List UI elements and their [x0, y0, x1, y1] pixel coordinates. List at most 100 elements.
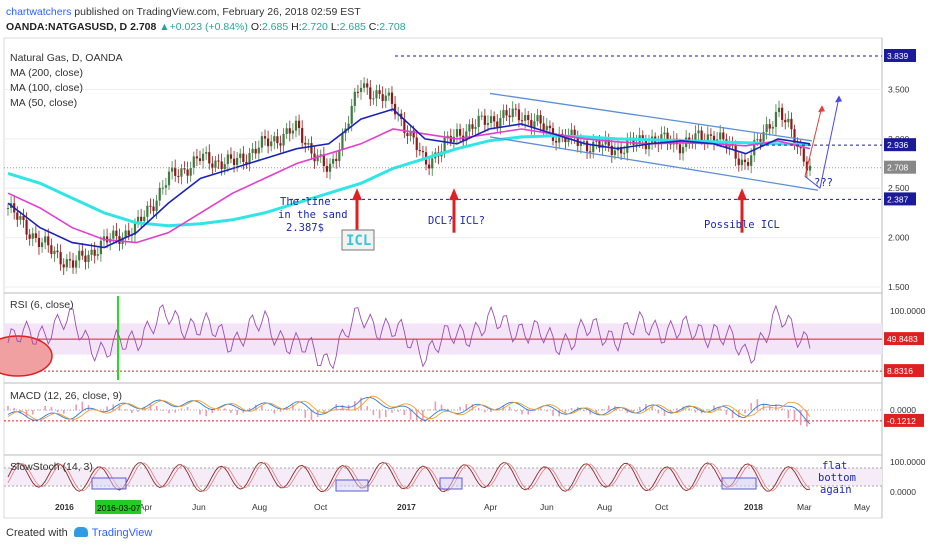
price-label: 2.708 [887, 163, 909, 173]
macd-histogram-bar [124, 409, 127, 411]
candle-body [573, 129, 576, 138]
candle-body [136, 216, 140, 223]
x-tick-label: Apr [139, 502, 152, 512]
rsi-level-box [884, 332, 924, 346]
macd-histogram-bar [762, 403, 765, 411]
y-tick-label: 1.500 [888, 282, 910, 292]
macd-histogram-bar [211, 410, 214, 414]
created-with-text: Created with [6, 527, 68, 539]
candle-body [412, 130, 415, 138]
candle-body [332, 158, 335, 164]
macd-histogram-bar [366, 406, 368, 411]
price-change: +0.023 (+0.84%) [169, 21, 248, 33]
macd-histogram-bar [471, 404, 474, 411]
candle-body [90, 249, 93, 255]
candle-body [740, 159, 743, 166]
candle-body [276, 136, 279, 144]
candle-body [50, 245, 53, 255]
macd-histogram-bar [564, 410, 567, 413]
macd-tick-label: 0.0000 [890, 405, 916, 415]
candle-body [743, 159, 747, 163]
macd-histogram-bar [323, 410, 325, 413]
candle-body [363, 83, 366, 88]
candle-body [251, 148, 254, 154]
stoch-d-line [7, 462, 811, 492]
candle-body [443, 137, 446, 152]
author-link[interactable]: chartwatchers [6, 6, 72, 18]
candle-body [623, 152, 626, 154]
tradingview-brand[interactable]: TradingView [91, 527, 153, 539]
price-label-box [884, 192, 916, 206]
candle-body [449, 135, 452, 142]
macd-histogram-bar [329, 409, 331, 411]
candle-body [805, 161, 809, 171]
candle-body [366, 83, 369, 88]
candle-body [112, 230, 115, 239]
price-label-box [884, 49, 916, 62]
candle-body [19, 216, 22, 220]
candle-body [285, 128, 288, 135]
candle-body [409, 130, 412, 137]
candle-body [406, 133, 409, 137]
macd-histogram-bar [725, 410, 728, 415]
macd-histogram-bar [459, 406, 461, 411]
candle-body [632, 137, 635, 145]
candle-body [291, 130, 294, 134]
candle-body [765, 124, 768, 133]
macd-histogram-bar [149, 404, 152, 411]
annotation-bottom: bottom [818, 472, 856, 484]
candle-body [378, 90, 381, 95]
macd-histogram-bar [19, 410, 22, 414]
candle-body [508, 115, 511, 118]
candle-body [78, 250, 81, 261]
candle-body [16, 212, 19, 220]
macd-histogram-bar [230, 410, 232, 413]
candle-body [595, 140, 598, 142]
macd-histogram-bar [236, 410, 238, 415]
candle-body [712, 135, 716, 143]
macd-histogram-bar [50, 407, 53, 411]
candle-body [273, 136, 276, 142]
channel-upper-line [489, 92, 813, 142]
macd-histogram-bar [292, 404, 294, 411]
macd-histogram-bar [688, 408, 691, 411]
candle-body [545, 125, 548, 131]
macd-histogram-bar [112, 404, 115, 411]
macd-histogram-bar [657, 410, 660, 414]
macd-histogram-bar [651, 406, 653, 411]
candle-body [369, 87, 372, 100]
candle-body [539, 115, 542, 124]
macd-histogram-bar [477, 408, 480, 411]
candle-body [387, 92, 390, 96]
macd-histogram-bar [768, 406, 771, 411]
candle-body [56, 250, 59, 253]
macd-legend: MACD (12, 26, close, 9) [10, 390, 123, 402]
rsi-tick-label: 100.0000 [890, 306, 926, 316]
macd-histogram-bar [490, 410, 492, 412]
candle-body [220, 161, 223, 169]
price-label: 2.936 [887, 140, 909, 150]
candle-body [607, 137, 610, 146]
x-tick-label: 2018 [744, 502, 763, 512]
candle-body [542, 123, 545, 131]
candle-body [570, 129, 573, 137]
rsi-legend: RSI (6, close) [10, 299, 74, 311]
candle-body [477, 115, 480, 128]
macd-histogram-bar [155, 405, 158, 411]
macd-histogram-bar [267, 410, 269, 411]
legend-ma100: MA (100, close) [10, 82, 83, 94]
macd-histogram-bar [428, 409, 430, 411]
macd-histogram-bar [719, 408, 722, 411]
low-value: 2.685 [339, 21, 366, 33]
symbol-line: OANDA:NATGASUSD, D 2.708 ▲+0.023 (+0.84%… [6, 21, 406, 33]
candle-body [666, 132, 669, 143]
candle-body [263, 136, 267, 139]
annotation-dcl-icl: DCL? ICL? [428, 215, 485, 227]
published-text: published on TradingView.com, February 2… [74, 6, 361, 18]
dcl-arrow-head [449, 188, 459, 201]
ma200-line [7, 134, 811, 228]
macd-histogram-bar [31, 410, 34, 415]
low-label: L: [330, 21, 340, 33]
high-value: 2.720 [301, 21, 328, 33]
